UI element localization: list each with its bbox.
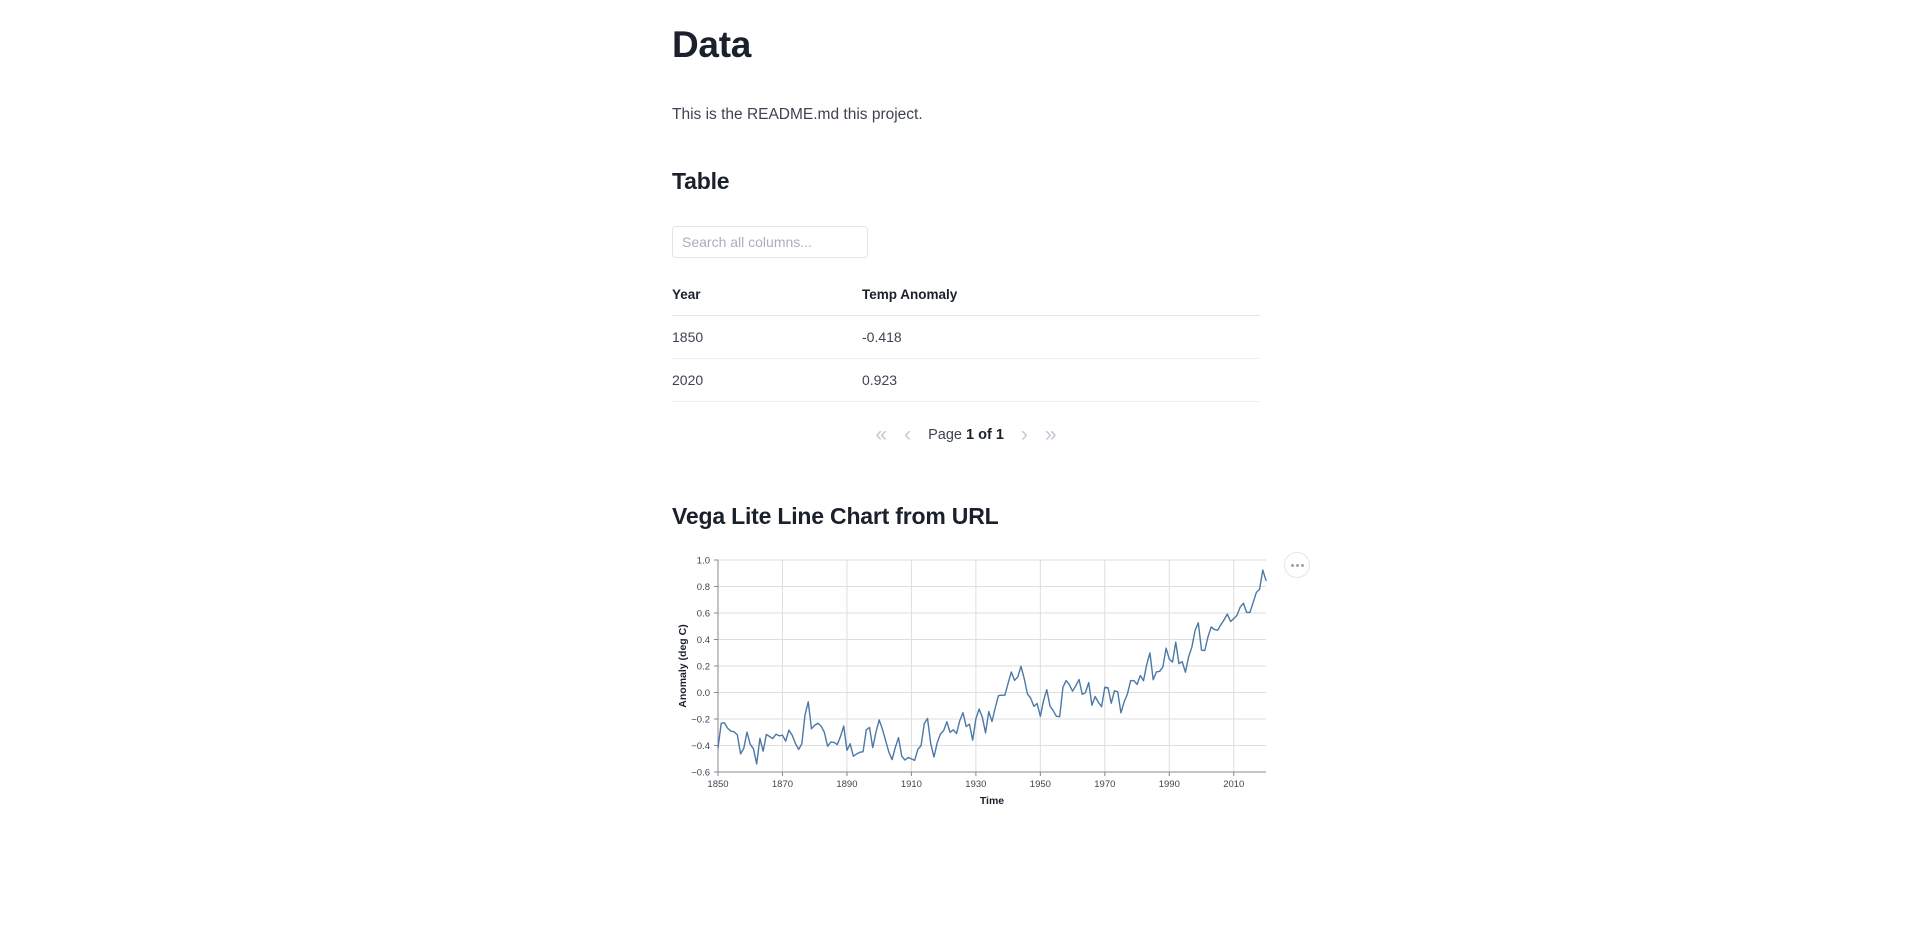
svg-text:−0.6: −0.6	[691, 767, 710, 778]
page-prefix-label: Page	[928, 426, 967, 443]
svg-text:1850: 1850	[707, 779, 728, 790]
content-column: Data This is the README.md this project.…	[672, 0, 1310, 807]
page-status-value: 1 of 1	[966, 426, 1004, 443]
svg-text:0.8: 0.8	[697, 582, 710, 593]
ellipsis-dot-icon	[1295, 563, 1299, 567]
table-header-row: Year Temp Anomaly	[672, 287, 1260, 316]
column-header-temp-anomaly[interactable]: Temp Anomaly	[862, 287, 1260, 316]
chart-actions-menu-button[interactable]	[1284, 552, 1310, 578]
cell-temp-anomaly: -0.418	[862, 315, 1260, 359]
next-page-button[interactable]: ›	[1020, 423, 1028, 446]
table-section-title: Table	[672, 168, 730, 194]
svg-text:1910: 1910	[901, 779, 922, 790]
chart-block: −0.6 −0.4 −0.2 0.0 0.2 0.4 0.6 0.8 1.0 1850 1870 18…	[672, 552, 1310, 807]
chart-section-title: Vega Lite Line Chart from URL	[672, 503, 999, 529]
svg-text:1870: 1870	[772, 779, 793, 790]
page-indicator: Page 1 of 1	[928, 427, 1004, 443]
data-table: Year Temp Anomaly 1850 -0.418 2020 0.923	[672, 287, 1260, 402]
svg-text:1970: 1970	[1094, 779, 1115, 790]
svg-text:2010: 2010	[1223, 779, 1244, 790]
table-row: 2020 0.923	[672, 358, 1260, 402]
table-row: 1850 -0.418	[672, 315, 1260, 359]
svg-text:1990: 1990	[1159, 779, 1180, 790]
line-chart: −0.6 −0.4 −0.2 0.0 0.2 0.4 0.6 0.8 1.0 1850 1870 18…	[677, 555, 1267, 807]
svg-text:−0.2: −0.2	[691, 714, 710, 725]
cell-year: 1850	[672, 315, 862, 359]
intro-paragraph: This is the README.md this project.	[672, 106, 923, 123]
first-page-button[interactable]: «	[875, 423, 888, 446]
svg-text:1950: 1950	[1030, 779, 1051, 790]
last-page-button[interactable]: »	[1044, 423, 1057, 446]
svg-text:1930: 1930	[965, 779, 986, 790]
pagination: « ‹ Page 1 of 1 › »	[672, 402, 1260, 445]
cell-year: 2020	[672, 358, 862, 402]
svg-text:−0.4: −0.4	[691, 741, 710, 752]
page-title: Data	[672, 24, 751, 65]
column-header-year[interactable]: Year	[672, 287, 862, 316]
svg-text:1.0: 1.0	[697, 555, 710, 566]
svg-text:Anomaly (deg C): Anomaly (deg C)	[677, 624, 689, 707]
svg-text:0.6: 0.6	[697, 608, 710, 619]
cell-temp-anomaly: 0.923	[862, 358, 1260, 402]
svg-text:0.0: 0.0	[697, 688, 710, 699]
search-input[interactable]	[672, 226, 868, 258]
svg-text:Time: Time	[980, 795, 1004, 807]
svg-text:0.2: 0.2	[697, 661, 710, 672]
previous-page-button[interactable]: ‹	[904, 423, 912, 446]
search-container	[672, 195, 1272, 258]
ellipsis-dot-icon	[1300, 563, 1304, 567]
ellipsis-dot-icon	[1290, 563, 1294, 567]
svg-text:0.4: 0.4	[697, 635, 710, 646]
table-head: Year Temp Anomaly	[672, 287, 1260, 316]
table-body: 1850 -0.418 2020 0.923	[672, 315, 1260, 402]
svg-text:1890: 1890	[836, 779, 857, 790]
